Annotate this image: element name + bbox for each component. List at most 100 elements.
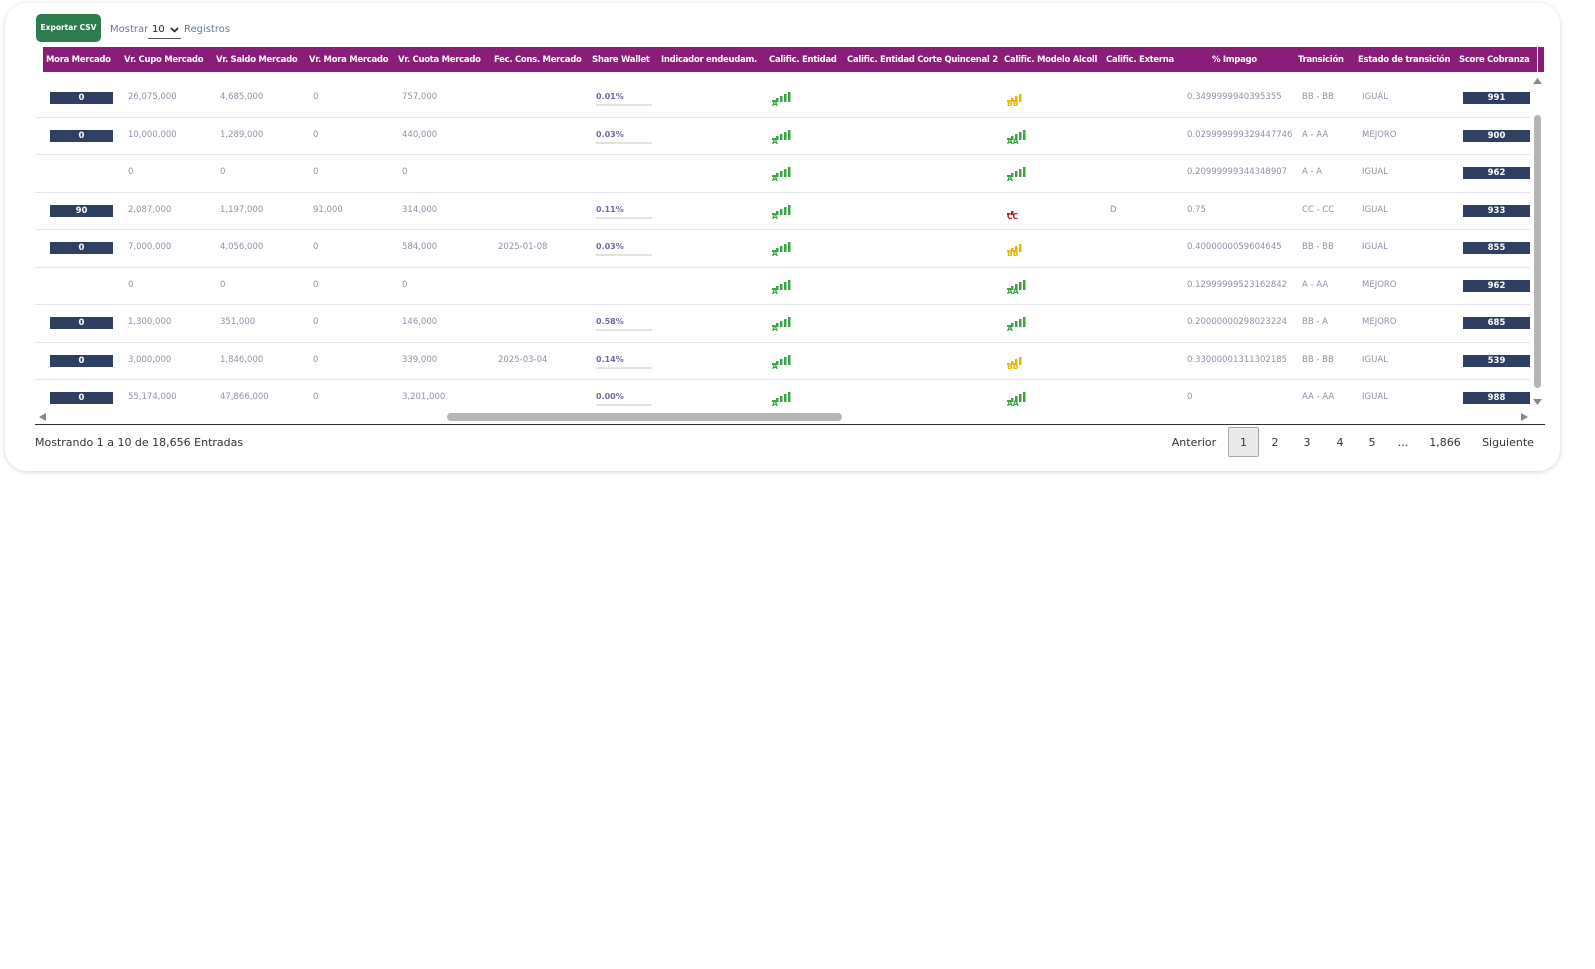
rating-icon	[1007, 351, 1031, 375]
share-wallet: 0.14%	[596, 354, 624, 364]
cuota-cell: 314,000	[402, 204, 438, 215]
v-scroll-thumb[interactable]	[1534, 115, 1541, 388]
column-header: Score Cobranza	[1459, 55, 1530, 65]
column-header: Calific. Externa	[1106, 55, 1174, 65]
transicion-cell: A - AA	[1302, 279, 1329, 290]
rating-label: A	[772, 136, 778, 146]
page-button[interactable]: 4	[1336, 436, 1344, 449]
vr-mora-cell: 0	[313, 392, 319, 402]
transicion-cell: AA - AA	[1302, 392, 1335, 402]
h-scroll-thumb[interactable]	[447, 413, 842, 421]
rating-icon	[772, 126, 796, 150]
cupo-cell: 0	[128, 167, 134, 177]
rating-icon	[1007, 276, 1031, 300]
column-header: Calific. Entidad Corte Quincenal 2	[847, 55, 998, 65]
vr-mora-cell: 0	[313, 242, 319, 252]
page-button-active[interactable]: 1	[1228, 427, 1259, 457]
impago-cell: 0.20999999344348907	[1187, 167, 1288, 177]
row-divider	[35, 191, 1530, 193]
rating-label: A	[772, 249, 778, 258]
column-header: Transición	[1298, 55, 1344, 65]
page-button[interactable]: Siguiente	[1482, 436, 1534, 449]
cupo-cell: 1,300,000	[128, 317, 172, 327]
vr-mora-cell: 91,000	[313, 204, 343, 215]
rating-icon	[772, 388, 796, 412]
row-divider	[35, 154, 1530, 155]
rating-label: A	[1007, 174, 1013, 183]
score-badge: 988	[1463, 392, 1530, 404]
vr-mora-cell: 0	[313, 354, 319, 365]
column-header: Fec. Cons. Mercado	[494, 55, 582, 65]
page-button[interactable]: 3	[1303, 436, 1311, 449]
fecha-cell: 2025-01-08	[498, 242, 548, 252]
saldo-cell: 4,056,000	[220, 242, 264, 252]
cupo-cell: 2,087,000	[128, 204, 172, 215]
page-size-select[interactable]: 10	[148, 21, 181, 39]
cupo-cell: 10,000,000	[128, 129, 177, 140]
score-badge: 933	[1463, 204, 1530, 217]
card	[5, 3, 1560, 471]
signal-bars	[772, 167, 791, 177]
page-button[interactable]: …	[1397, 436, 1409, 449]
page-button[interactable]: 2	[1271, 436, 1279, 449]
rating-label: AA	[1007, 136, 1019, 146]
page-button[interactable]: Anterior	[1171, 436, 1217, 449]
estado-cell: IGUAL	[1362, 92, 1388, 102]
signal-bars	[1007, 210, 1014, 215]
share-bar	[596, 404, 652, 406]
score-badge: 962	[1463, 167, 1530, 179]
estado-cell: IGUAL	[1362, 392, 1388, 402]
column-header: Indicador endeudam.	[661, 55, 757, 65]
row-divider	[35, 266, 1530, 268]
rating-label: A	[772, 361, 778, 371]
share-wallet: 0.01%	[596, 92, 624, 101]
impago-cell: 0.33000001311302185	[1187, 354, 1288, 365]
chevron	[170, 27, 179, 33]
signal-bars	[772, 317, 791, 327]
column-header: Vr. Cuota Mercado	[398, 55, 481, 65]
impago-cell: 0.3499999940395355	[1187, 92, 1282, 102]
rating-icon	[1007, 201, 1031, 225]
signal-bars	[772, 242, 791, 252]
saldo-cell: 0	[220, 167, 226, 177]
vr-mora-cell: 0	[313, 317, 319, 327]
share-bar	[596, 254, 652, 256]
score-badge: 685	[1463, 317, 1530, 329]
mora-badge: 0	[50, 242, 113, 254]
cupo-cell: 7,000,000	[128, 242, 172, 252]
export-button[interactable]: Exportar CSV	[36, 14, 101, 42]
page-button[interactable]: 1,866	[1429, 436, 1461, 449]
impago-cell: 0	[1187, 392, 1193, 402]
cupo-cell: 0	[128, 279, 134, 290]
share-bar	[596, 329, 652, 331]
signal-bars	[772, 204, 791, 215]
rating-icon	[1007, 388, 1031, 412]
transicion-cell: BB - BB	[1302, 354, 1334, 365]
rating-label: BB	[1007, 99, 1019, 108]
rating-icon	[772, 238, 796, 262]
rating-icon	[1007, 126, 1031, 150]
mora-badge: 0	[50, 317, 113, 329]
mora-badge: 0	[50, 129, 113, 142]
mora-badge: 0	[50, 354, 113, 367]
saldo-cell: 47,866,000	[220, 392, 269, 402]
page-button[interactable]: 5	[1368, 436, 1376, 449]
transicion-cell: A - A	[1302, 167, 1323, 177]
cuota-cell: 0	[402, 167, 408, 177]
share-wallet: 0.03%	[596, 129, 624, 139]
estado-cell: IGUAL	[1362, 242, 1388, 252]
rating-icon	[1007, 163, 1031, 187]
row-divider	[35, 304, 1530, 305]
column-header: % Impago	[1212, 55, 1257, 65]
share-bar	[596, 141, 652, 144]
score-badge: 900	[1463, 129, 1530, 142]
share-wallet: 0.03%	[596, 242, 624, 251]
share-wallet: 0.58%	[596, 317, 624, 326]
cupo-cell: 26,075,000	[128, 92, 177, 102]
saldo-cell: 1,846,000	[220, 354, 264, 365]
signal-bars	[1007, 129, 1026, 140]
signal-bars	[772, 92, 791, 102]
records-label: Registros	[184, 24, 231, 35]
signal-bars	[772, 279, 791, 290]
saldo-cell: 1,289,000	[220, 129, 264, 140]
